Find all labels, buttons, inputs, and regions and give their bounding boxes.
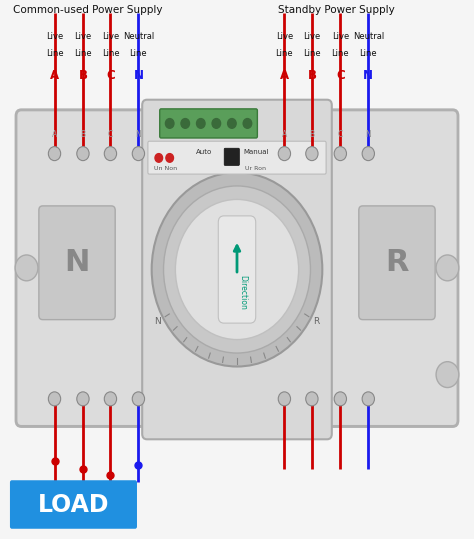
Circle shape [212,119,220,128]
Text: Line: Line [275,49,293,58]
Circle shape [104,147,117,161]
Circle shape [228,119,236,128]
Text: Common-used Power Supply: Common-used Power Supply [13,5,163,16]
Circle shape [306,147,318,161]
Text: C: C [106,69,115,82]
Circle shape [362,392,374,406]
FancyBboxPatch shape [148,141,326,174]
Text: Ur Ron: Ur Ron [246,165,266,171]
Circle shape [243,119,252,128]
FancyBboxPatch shape [224,148,239,165]
Circle shape [48,392,61,406]
Text: N: N [363,69,374,82]
Circle shape [165,119,174,128]
Text: A: A [50,69,59,82]
Text: Line: Line [359,49,377,58]
Text: Line: Line [46,49,64,58]
FancyBboxPatch shape [17,110,166,426]
Text: Line: Line [129,49,147,58]
Circle shape [334,392,346,406]
FancyBboxPatch shape [218,216,255,323]
Text: Live: Live [74,32,91,42]
Text: B: B [81,130,85,139]
Text: Live: Live [276,32,293,42]
Text: Direction: Direction [239,275,247,309]
FancyBboxPatch shape [359,206,435,320]
Circle shape [197,119,205,128]
Circle shape [181,119,190,128]
Circle shape [175,199,299,340]
Text: Live: Live [46,32,63,42]
FancyBboxPatch shape [39,206,115,320]
Circle shape [77,147,89,161]
Text: Line: Line [331,49,349,58]
Circle shape [132,392,145,406]
Text: C: C [337,130,343,139]
Text: B: B [308,69,316,82]
Text: C: C [336,69,345,82]
Circle shape [77,392,89,406]
Text: A: A [282,130,287,139]
Text: N: N [64,248,90,277]
Circle shape [278,147,291,161]
FancyBboxPatch shape [308,110,457,426]
Text: Neutral: Neutral [353,32,384,42]
Text: A: A [52,130,57,139]
Circle shape [166,154,173,162]
Text: R: R [313,317,319,326]
Text: Live: Live [102,32,119,42]
Circle shape [278,392,291,406]
Circle shape [164,186,310,353]
Circle shape [152,172,322,367]
Text: N: N [155,317,161,326]
Text: A: A [280,69,289,82]
Circle shape [132,147,145,161]
FancyBboxPatch shape [160,109,257,138]
Text: C: C [108,130,113,139]
Text: B: B [79,69,87,82]
FancyBboxPatch shape [142,100,332,439]
Circle shape [155,154,163,162]
Circle shape [306,392,318,406]
Circle shape [334,147,346,161]
FancyBboxPatch shape [10,480,137,529]
Text: N: N [136,130,141,139]
Text: B: B [310,130,314,139]
Text: R: R [385,248,409,277]
Text: N: N [133,69,144,82]
Circle shape [362,147,374,161]
FancyBboxPatch shape [16,109,458,427]
Text: LOAD: LOAD [38,493,109,516]
Text: Standby Power Supply: Standby Power Supply [278,5,395,16]
Text: Line: Line [303,49,321,58]
Text: Neutral: Neutral [123,32,154,42]
Circle shape [436,362,459,388]
Text: N: N [365,130,371,139]
Text: Line: Line [74,49,92,58]
Text: Un Non: Un Non [155,165,177,171]
Text: Auto: Auto [196,149,212,155]
Circle shape [15,255,38,281]
Text: Line: Line [101,49,119,58]
Text: Live: Live [332,32,349,42]
Circle shape [436,255,459,281]
Circle shape [48,147,61,161]
Text: Manual: Manual [243,149,269,155]
Text: Live: Live [303,32,320,42]
Circle shape [104,392,117,406]
